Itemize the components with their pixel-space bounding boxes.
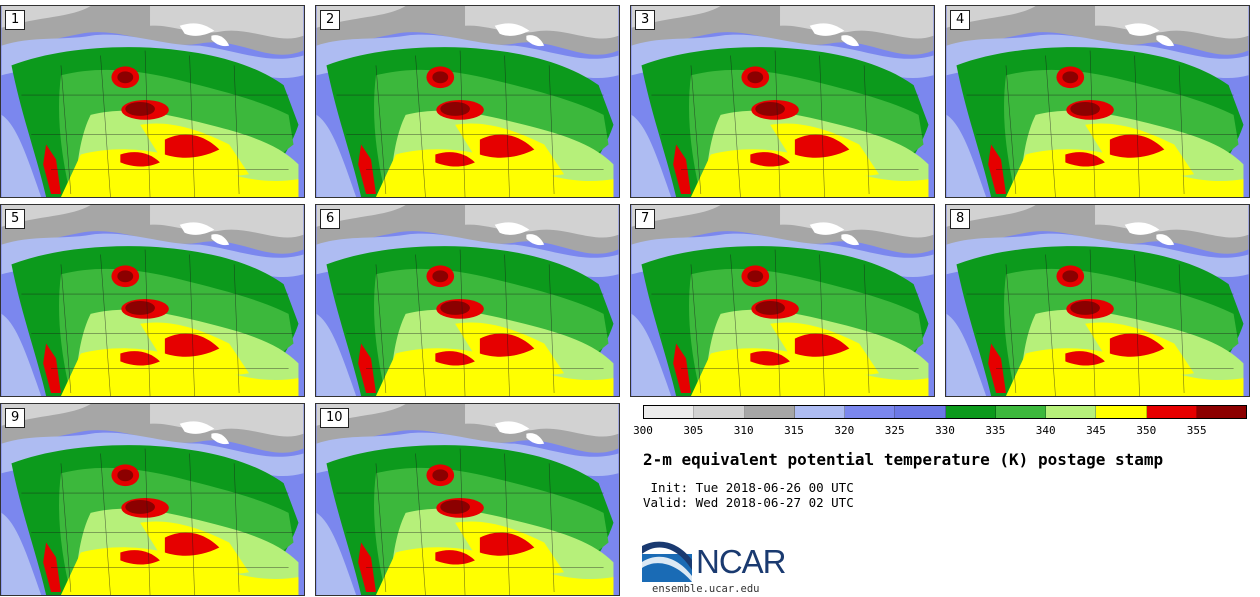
colorbar-segment — [895, 406, 946, 418]
init-time: Init: Tue 2018-06-26 00 UTC — [643, 480, 854, 495]
colorbar-segment — [1046, 406, 1097, 418]
colorbar — [643, 405, 1247, 419]
colorbar-tick-label: 330 — [935, 424, 955, 437]
colorbar-tick-label: 310 — [733, 424, 754, 437]
stamp-map — [1, 6, 304, 197]
stamp-map — [316, 6, 619, 197]
colorbar-segment — [995, 406, 1046, 418]
stamp-label: 2 — [320, 10, 341, 30]
stamp-panel-5: 5 — [0, 204, 305, 397]
stamp-label: 4 — [950, 10, 971, 30]
ncar-brand-text: NCAR — [696, 543, 787, 580]
stamp-panel-4: 4 — [945, 5, 1250, 198]
stamp-panel-10: 10 — [315, 403, 620, 596]
colorbar-segment — [644, 406, 695, 418]
stamp-panel-8: 8 — [945, 204, 1250, 397]
stamp-label: 7 — [635, 209, 656, 229]
stamp-panel-1: 1 — [0, 5, 305, 198]
stamp-map — [1, 404, 304, 595]
colorbar-segment — [845, 406, 896, 418]
stamp-label: 6 — [320, 209, 341, 229]
stamp-map — [1, 205, 304, 396]
colorbar-segment — [1196, 406, 1246, 418]
stamp-panel-7: 7 — [630, 204, 935, 397]
stamp-label: 3 — [635, 10, 656, 30]
ncar-logo: NCAR — [642, 540, 792, 584]
colorbar-segment — [694, 406, 745, 418]
colorbar-tick-label: 345 — [1086, 424, 1106, 437]
stamp-label: 10 — [320, 408, 349, 428]
colorbar-tick-label: 350 — [1136, 424, 1157, 437]
colorbar-tick-label: 355 — [1186, 424, 1207, 437]
stamp-map — [946, 6, 1249, 197]
stamp-label: 9 — [5, 408, 26, 428]
stamp-label: 5 — [5, 209, 26, 229]
stamp-label: 8 — [950, 209, 971, 229]
stamp-map — [631, 205, 934, 396]
colorbar-segment — [794, 406, 845, 418]
colorbar-tick-label: 305 — [683, 424, 704, 437]
stamp-panel-3: 3 — [630, 5, 935, 198]
site-url: ensemble.ucar.edu — [652, 583, 760, 595]
colorbar-tick-label: 315 — [784, 424, 804, 437]
colorbar-tick-label: 325 — [884, 424, 905, 437]
stamp-panel-2: 2 — [315, 5, 620, 198]
stamp-label: 1 — [5, 10, 26, 30]
colorbar-segment — [1146, 406, 1197, 418]
ncar-swoosh-icon — [642, 541, 692, 582]
stamp-map — [316, 404, 619, 595]
colorbar-segment — [744, 406, 795, 418]
colorbar-segment — [1096, 406, 1147, 418]
colorbar-tick-label: 335 — [985, 424, 1006, 437]
valid-time: Valid: Wed 2018-06-27 02 UTC — [643, 495, 854, 510]
stamp-map — [631, 6, 934, 197]
stamp-panel-6: 6 — [315, 204, 620, 397]
stamp-map — [946, 205, 1249, 396]
colorbar-segment — [945, 406, 996, 418]
colorbar-tick-label: 320 — [834, 424, 855, 437]
stamp-panel-9: 9 — [0, 403, 305, 596]
colorbar-tick-label: 340 — [1035, 424, 1056, 437]
chart-title: 2-m equivalent potential temperature (K)… — [643, 450, 1164, 469]
colorbar-tick-label: 300 — [633, 424, 653, 437]
stamp-map — [316, 205, 619, 396]
